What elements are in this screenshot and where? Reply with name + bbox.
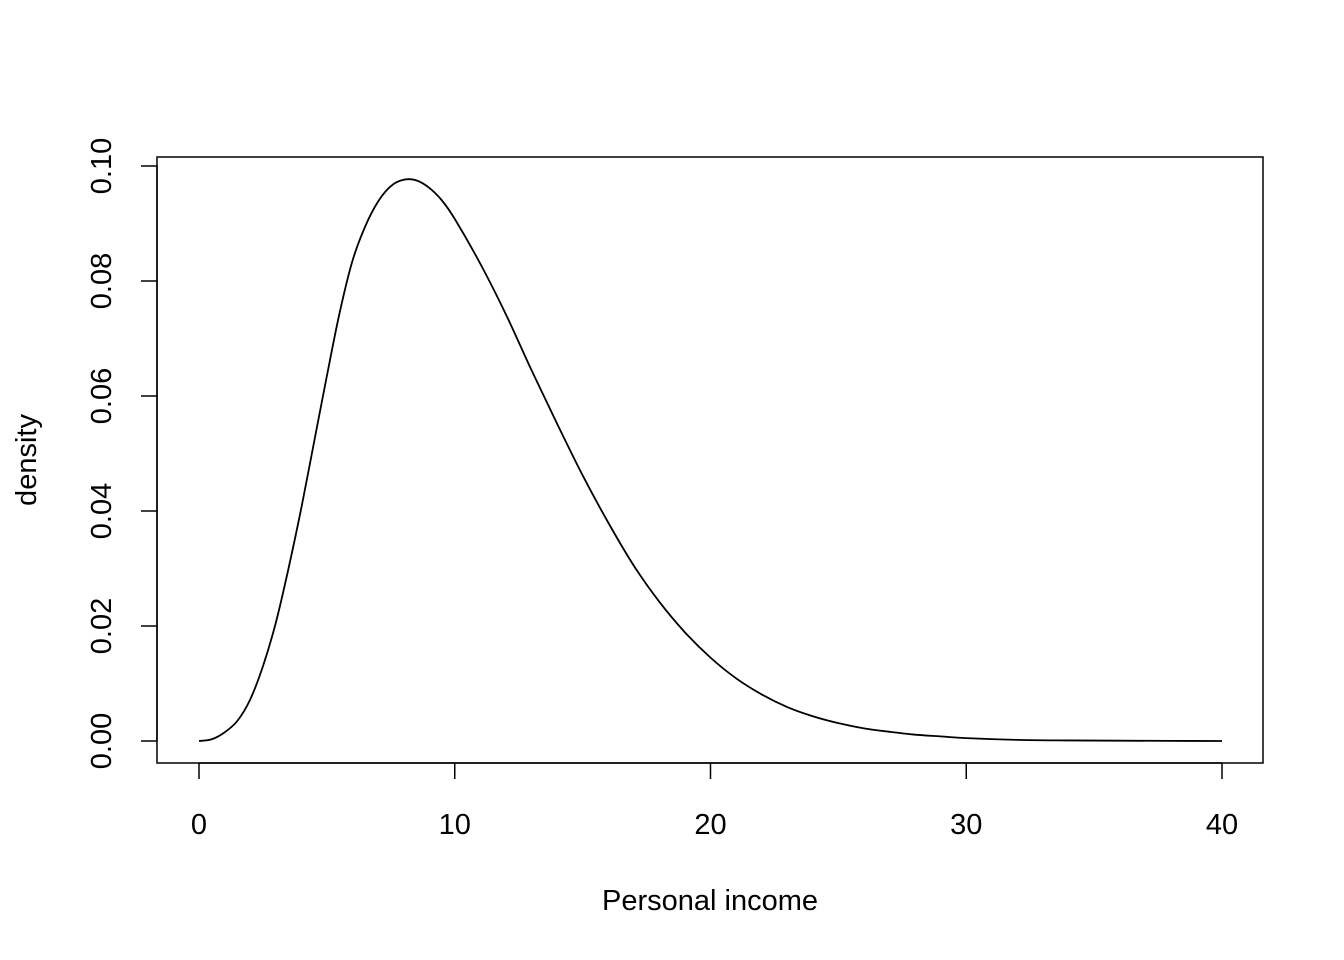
x-tick-label: 40 (1206, 809, 1238, 841)
x-tick-label: 0 (191, 809, 207, 841)
y-tick-label: 0.02 (86, 598, 118, 654)
y-tick-label: 0.08 (86, 253, 118, 309)
x-axis: 0 10 20 30 40 (191, 762, 1238, 841)
y-tick-label: 0.00 (86, 713, 118, 769)
density-curve (198, 178, 1223, 742)
y-tick-label: 0.10 (86, 138, 118, 194)
y-tick-label: 0.04 (86, 483, 118, 539)
x-axis-label: Personal income (602, 885, 818, 917)
y-axis-label: density (11, 414, 43, 506)
y-axis: 0.00 0.02 0.04 0.06 0.08 0.10 (86, 138, 158, 769)
x-tick-label: 30 (950, 809, 982, 841)
x-tick-label: 10 (439, 809, 471, 841)
series-layer (198, 178, 1223, 742)
x-tick-label: 20 (694, 809, 726, 841)
y-tick-label: 0.06 (86, 368, 118, 424)
